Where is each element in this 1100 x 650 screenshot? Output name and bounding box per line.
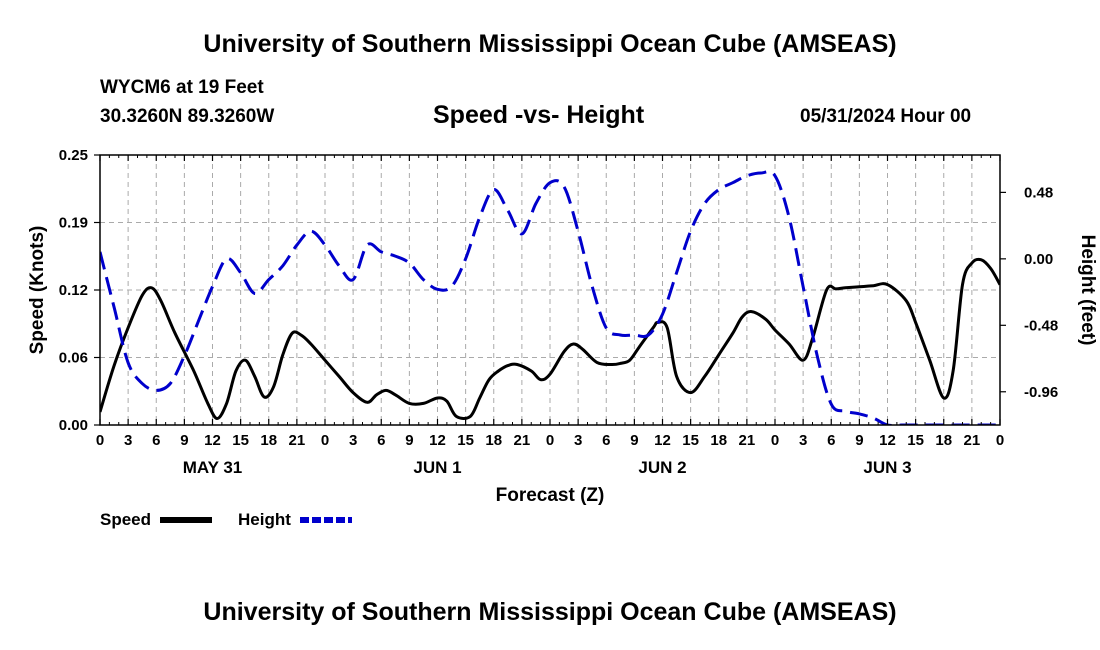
x-tick-label: 18 [935, 432, 952, 449]
x-tick-label: 9 [630, 432, 638, 449]
x-tick-label: 21 [739, 432, 756, 449]
x-tick-label: 21 [514, 432, 531, 449]
chart-series [100, 170, 1000, 425]
x-tick-label: 0 [546, 432, 554, 449]
x-tick-label: 0 [96, 432, 104, 449]
x-tick-label: 6 [152, 432, 160, 449]
chart-legend: Speed Height [100, 510, 352, 529]
x-tick-label: 3 [349, 432, 357, 449]
x-tick-label: 15 [907, 432, 924, 449]
x-tick-label: 12 [879, 432, 896, 449]
y-axis-label: Speed (Knots) [27, 226, 48, 355]
station-label: WYCM6 at 19 Feet [100, 77, 264, 98]
chart-title: Speed -vs- Height [433, 101, 645, 129]
x-tick-label: 12 [204, 432, 221, 449]
day-label: JUN 1 [413, 458, 461, 477]
x-tick-label: 9 [405, 432, 413, 449]
x-tick-label: 12 [654, 432, 671, 449]
chart-axes: 0 3 6 9 12 15 18 21 0 3 6 9 12 15 18 21 0 3 6 9 12 15 18 21 0 3 6 9… [59, 147, 1058, 477]
day-label: JUN 3 [863, 458, 911, 477]
x-tick-label: 18 [710, 432, 727, 449]
y2-axis-label: Height (feet) [1077, 235, 1098, 346]
x-tick-label: 15 [682, 432, 699, 449]
x-tick-label: 9 [180, 432, 188, 449]
y-tick-label: 0.00 [59, 417, 88, 434]
x-tick-label: 21 [289, 432, 306, 449]
x-tick-label: 0 [321, 432, 329, 449]
legend-label-speed: Speed [100, 510, 151, 529]
y-tick-label: 0.06 [59, 350, 88, 367]
x-tick-label: 15 [232, 432, 249, 449]
x-tick-label: 3 [574, 432, 582, 449]
coordinates-label: 30.3260N 89.3260W [100, 106, 275, 127]
y2-tick-label: -0.48 [1024, 317, 1058, 334]
x-tick-label: 0 [996, 432, 1004, 449]
footer-title: University of Southern Mississippi Ocean… [203, 598, 897, 626]
x-tick-label: 12 [429, 432, 446, 449]
x-tick-label: 18 [485, 432, 502, 449]
x-axis-label: Forecast (Z) [496, 485, 605, 506]
x-tick-label: 0 [771, 432, 779, 449]
y2-tick-label: 0.48 [1024, 184, 1053, 201]
x-tick-label: 21 [964, 432, 981, 449]
x-tick-label: 15 [457, 432, 474, 449]
day-label: JUN 2 [638, 458, 686, 477]
x-tick-label: 9 [855, 432, 863, 449]
x-tick-label: 6 [602, 432, 610, 449]
x-tick-label: 3 [799, 432, 807, 449]
day-label: MAY 31 [183, 458, 243, 477]
y2-tick-label: -0.96 [1024, 384, 1058, 401]
y-tick-label: 0.19 [59, 215, 88, 232]
forecast-datetime: 05/31/2024 Hour 00 [800, 106, 972, 127]
y2-tick-label: 0.00 [1024, 251, 1053, 268]
y-tick-label: 0.12 [59, 282, 88, 299]
chart-grid [100, 155, 1000, 425]
y-tick-label: 0.25 [59, 147, 88, 164]
series-line-height [100, 170, 1000, 425]
x-tick-label: 3 [124, 432, 132, 449]
x-tick-label: 6 [377, 432, 385, 449]
series-line-speed [100, 257, 1000, 420]
x-tick-label: 18 [260, 432, 277, 449]
legend-label-height: Height [238, 510, 291, 529]
page-title: University of Southern Mississippi Ocean… [203, 30, 897, 58]
x-tick-label: 6 [827, 432, 835, 449]
